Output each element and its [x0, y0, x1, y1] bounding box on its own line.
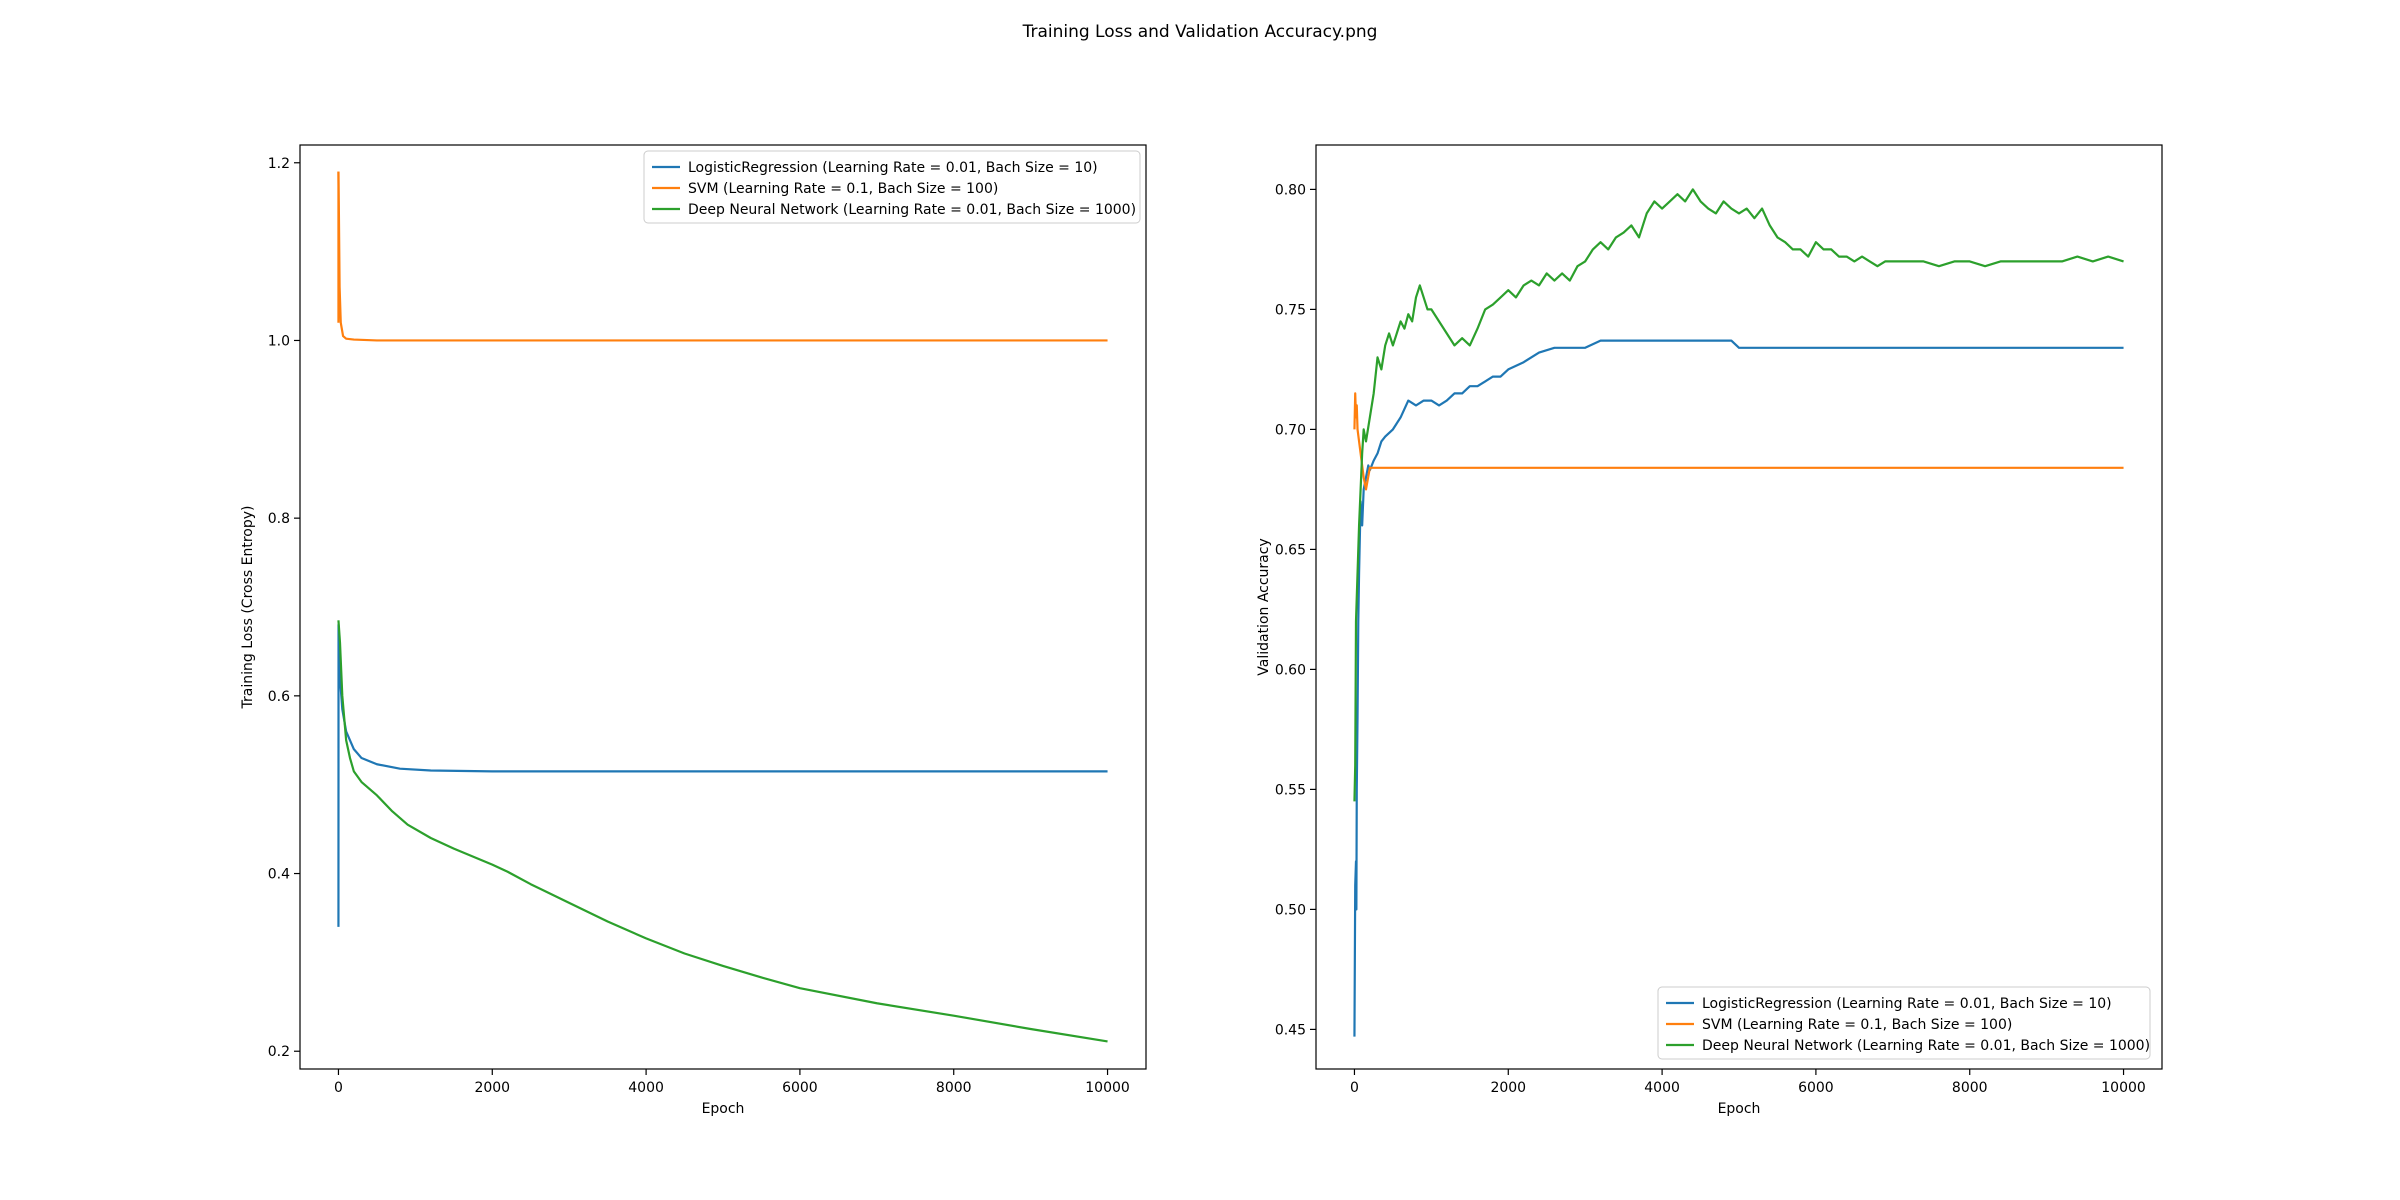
x-axis-label: Epoch [1718, 1101, 1761, 1117]
x-tick-label: 8000 [1952, 1080, 1988, 1096]
y-tick-label: 0.80 [1275, 182, 1306, 198]
x-tick-label: 4000 [1644, 1080, 1680, 1096]
series-lines [337, 171, 1108, 1043]
y-tick-label: 0.6 [268, 689, 290, 705]
y-tick-label: 1.2 [268, 156, 290, 172]
legend: LogisticRegression (Learning Rate = 0.01… [643, 150, 1141, 224]
legend-label-1: SVM (Learning Rate = 0.1, Bach Size = 10… [688, 181, 998, 197]
legend-box [1657, 986, 2151, 1060]
series-line-1 [1353, 392, 2124, 491]
y-tick-label: 0.45 [1275, 1022, 1306, 1038]
training-loss-panel: 0 2000 4000 6000 8000 10000 0.2 0.4 0.6 0.8 1.0 1.2… [240, 144, 1147, 1117]
y-tick-label: 0.60 [1275, 662, 1306, 678]
legend-label-1: SVM (Learning Rate = 0.1, Bach Size = 10… [1702, 1017, 2012, 1033]
y-tick-label: 0.55 [1275, 782, 1306, 798]
x-tick-label: 8000 [936, 1080, 972, 1096]
validation-accuracy-panel: 0 2000 4000 6000 8000 10000 0.45 0.50 0.55 0.60 0.… [1256, 144, 2163, 1117]
y-tick-label: 0.8 [268, 511, 290, 527]
series-line-2 [337, 620, 1108, 1043]
y-axis-label: Validation Accuracy [1256, 538, 1272, 676]
legend-label-2: Deep Neural Network (Learning Rate = 0.0… [1702, 1038, 2150, 1054]
y-tick-label: 0.50 [1275, 902, 1306, 918]
x-tick-label: 0 [334, 1080, 343, 1096]
figure-title: Training Loss and Validation Accuracy.pn… [1022, 22, 1378, 42]
x-tick-label: 6000 [1798, 1080, 1834, 1096]
x-tick-label: 4000 [628, 1080, 664, 1096]
series-lines [1353, 188, 2124, 1037]
legend-box [643, 150, 1141, 224]
x-tick-label: 6000 [782, 1080, 818, 1096]
x-tick-label: 10000 [2101, 1080, 2146, 1096]
series-line-2 [1353, 188, 2124, 802]
series-line-0 [337, 623, 1108, 927]
y-tick-label: 0.65 [1275, 542, 1306, 558]
y-axis-label: Training Loss (Cross Entropy) [240, 506, 256, 710]
x-tick-label: 10000 [1085, 1080, 1130, 1096]
x-axis-label: Epoch [702, 1101, 745, 1117]
x-tick-label: 0 [1350, 1080, 1359, 1096]
y-tick-label: 0.70 [1275, 422, 1306, 438]
y-tick-label: 1.0 [268, 333, 290, 349]
y-tick-label: 0.4 [268, 867, 290, 883]
x-tick-label: 2000 [474, 1080, 510, 1096]
legend: LogisticRegression (Learning Rate = 0.01… [1657, 986, 2151, 1060]
legend-label-0: LogisticRegression (Learning Rate = 0.01… [1702, 996, 2112, 1012]
axes-frame [299, 144, 1147, 1070]
legend-label-2: Deep Neural Network (Learning Rate = 0.0… [688, 202, 1136, 218]
y-tick-label: 0.75 [1275, 302, 1306, 318]
x-tick-label: 2000 [1490, 1080, 1526, 1096]
y-tick-label: 0.2 [268, 1044, 290, 1060]
legend-label-0: LogisticRegression (Learning Rate = 0.01… [688, 160, 1098, 176]
axes-frame [1315, 144, 2163, 1070]
